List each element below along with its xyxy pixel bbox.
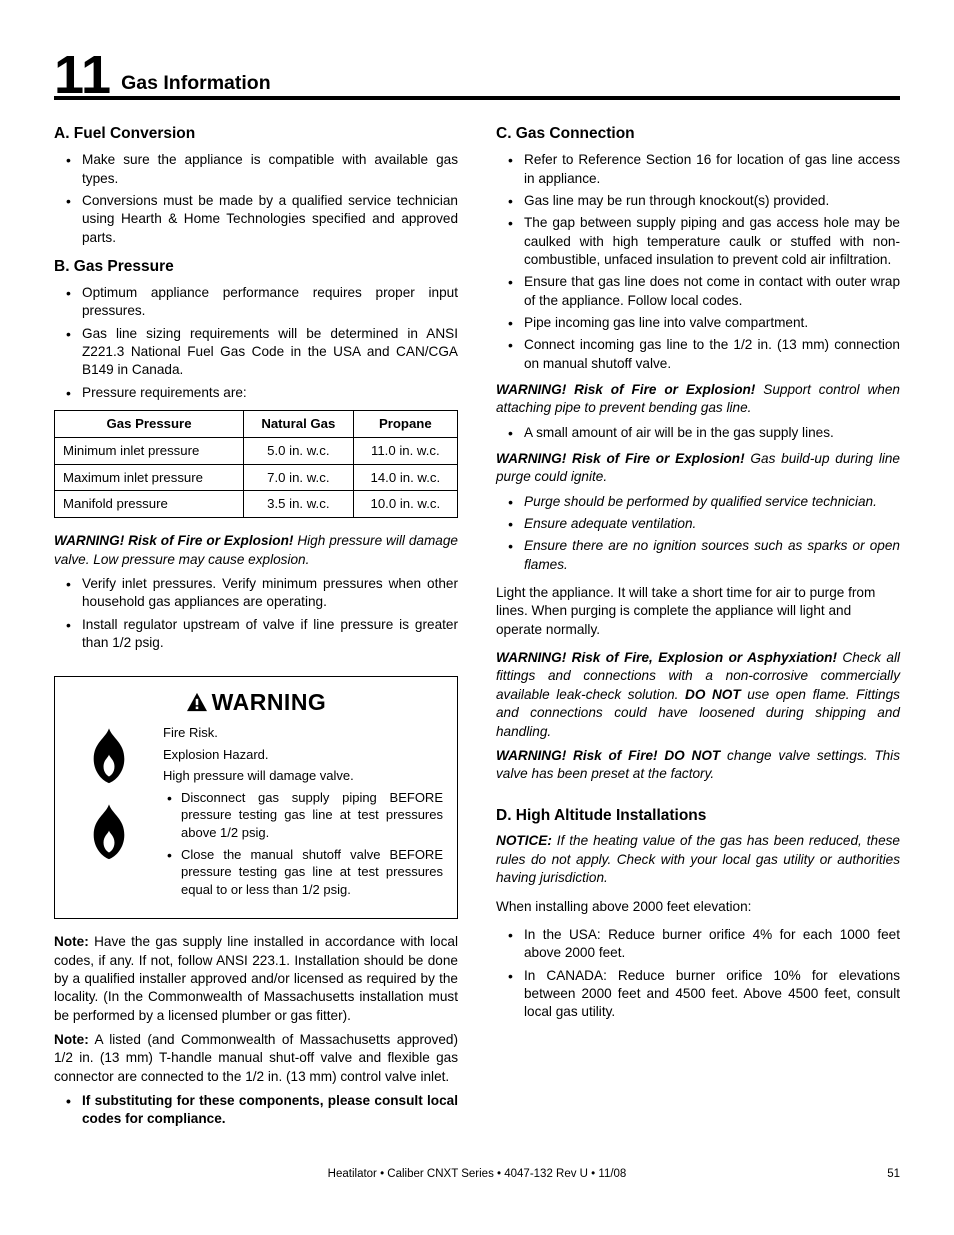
list-item: Disconnect gas supply piping BEFORE pres… [163, 789, 443, 842]
right-column: C. Gas Connection Refer to Reference Sec… [496, 114, 900, 1136]
list-item: If substituting for these components, pl… [54, 1092, 458, 1129]
list-item: Ensure there are no ignition sources suc… [496, 537, 900, 574]
list-item: Close the manual shutoff valve BEFORE pr… [163, 846, 443, 899]
section-number: 11 [54, 54, 111, 97]
note-text: Have the gas supply line installed in ac… [54, 934, 458, 1022]
note-lead: Note: [54, 1032, 89, 1047]
list-item: In the USA: Reduce burner orifice 4% for… [496, 926, 900, 963]
note-paragraph: Note: Have the gas supply line installed… [54, 933, 458, 1025]
table-row: Gas Pressure Natural Gas Propane [55, 410, 458, 437]
warning-lead: WARNING! Risk of Fire, Explosion or Asph… [496, 650, 837, 665]
warn-line: Fire Risk. [163, 724, 443, 742]
notice-lead: NOTICE: [496, 833, 552, 848]
page-footer: Heatilator • Caliber CNXT Series • 4047-… [54, 1167, 900, 1183]
warning-box-head: WARNING [69, 687, 443, 718]
warn-line: Explosion Hazard. [163, 746, 443, 764]
c-bullets: Refer to Reference Section 16 for locati… [496, 151, 900, 373]
flame-icon [69, 724, 149, 794]
do-not: DO NOT [685, 687, 741, 702]
section-header: 11 Gas Information [54, 50, 900, 100]
subheading-b: B. Gas Pressure [54, 257, 458, 278]
flame-icon [69, 800, 149, 870]
warning-lead: WARNING! Risk of Fire or Explosion! [496, 451, 745, 466]
warning-paragraph: WARNING! Risk of Fire, Explosion or Asph… [496, 649, 900, 741]
left-column: A. Fuel Conversion Make sure the applian… [54, 114, 458, 1136]
td: 5.0 in. w.c. [244, 437, 354, 464]
td: Minimum inlet pressure [55, 437, 244, 464]
td: 7.0 in. w.c. [244, 464, 354, 491]
note-text: A listed (and Commonwealth of Massachuse… [54, 1032, 458, 1084]
list-item: Conversions must be made by a qualified … [54, 192, 458, 247]
warning-triangle-icon [186, 692, 208, 712]
section-title: Gas Information [121, 70, 271, 96]
list-item: The gap between supply piping and gas ac… [496, 214, 900, 269]
subheading-c: C. Gas Connection [496, 124, 900, 145]
b-bullets: Optimum appliance performance requires p… [54, 284, 458, 402]
td: Maximum inlet pressure [55, 464, 244, 491]
list-item: Pressure requirements are: [54, 384, 458, 402]
paragraph: Light the appliance. It will take a shor… [496, 584, 900, 639]
two-column-layout: A. Fuel Conversion Make sure the applian… [54, 114, 900, 1136]
warning-lead: WARNING! Risk of Fire or Explosion! [496, 382, 755, 397]
warning-box-text: Fire Risk. Explosion Hazard. High pressu… [163, 724, 443, 906]
a-bullets: Make sure the appliance is compatible wi… [54, 151, 458, 247]
warning-lead: WARNING! Risk of Fire or Explosion! [54, 533, 293, 548]
table-row: Manifold pressure 3.5 in. w.c. 10.0 in. … [55, 491, 458, 518]
d-bullets: In the USA: Reduce burner orifice 4% for… [496, 926, 900, 1022]
warning-box-title: WARNING [212, 689, 327, 715]
td: 14.0 in. w.c. [353, 464, 457, 491]
list-item: Gas line sizing requirements will be det… [54, 325, 458, 380]
list-item: Ensure that gas line does not come in co… [496, 273, 900, 310]
list-item: Optimum appliance performance requires p… [54, 284, 458, 321]
list-item: Ensure adequate ventilation. [496, 515, 900, 533]
warning-lead: WARNING! Risk of Fire! DO NOT [496, 748, 720, 763]
table-row: Maximum inlet pressure 7.0 in. w.c. 14.0… [55, 464, 458, 491]
flame-icons [69, 724, 149, 876]
paragraph: When installing above 2000 feet elevatio… [496, 898, 900, 916]
c-bullets-3: Purge should be performed by qualified s… [496, 493, 900, 574]
th: Propane [353, 410, 457, 437]
list-item: Purge should be performed by qualified s… [496, 493, 900, 511]
list-item: Make sure the appliance is compatible wi… [54, 151, 458, 188]
warning-box-body: Fire Risk. Explosion Hazard. High pressu… [69, 724, 443, 906]
list-item: A small amount of air will be in the gas… [496, 424, 900, 442]
td: 11.0 in. w.c. [353, 437, 457, 464]
substitute-bullet: If substituting for these components, pl… [54, 1092, 458, 1129]
list-item: Gas line may be run through knockout(s) … [496, 192, 900, 210]
warning-paragraph: WARNING! Risk of Fire or Explosion! High… [54, 532, 458, 569]
list-item: Connect incoming gas line to the 1/2 in.… [496, 336, 900, 373]
list-item: Refer to Reference Section 16 for locati… [496, 151, 900, 188]
td: 10.0 in. w.c. [353, 491, 457, 518]
warn-line: High pressure will damage valve. [163, 767, 443, 785]
list-item: Install regulator upstream of valve if l… [54, 616, 458, 653]
warning-box-bullets: Disconnect gas supply piping BEFORE pres… [163, 789, 443, 898]
warning-paragraph: WARNING! Risk of Fire or Explosion! Supp… [496, 381, 900, 418]
td: Manifold pressure [55, 491, 244, 518]
b-bullets-2: Verify inlet pressures. Verify minimum p… [54, 575, 458, 652]
list-item: Pipe incoming gas line into valve compar… [496, 314, 900, 332]
pressure-table: Gas Pressure Natural Gas Propane Minimum… [54, 410, 458, 518]
subheading-d: D. High Altitude Installations [496, 806, 900, 827]
page-number: 51 [887, 1167, 900, 1183]
notice-text: If the heating value of the gas has been… [496, 833, 900, 885]
th: Gas Pressure [55, 410, 244, 437]
notice-paragraph: NOTICE: If the heating value of the gas … [496, 832, 900, 887]
table-row: Minimum inlet pressure 5.0 in. w.c. 11.0… [55, 437, 458, 464]
footer-text: Heatilator • Caliber CNXT Series • 4047-… [328, 1168, 627, 1180]
td: 3.5 in. w.c. [244, 491, 354, 518]
c-bullets-2: A small amount of air will be in the gas… [496, 424, 900, 442]
list-item: In CANADA: Reduce burner orifice 10% for… [496, 967, 900, 1022]
warning-paragraph: WARNING! Risk of Fire or Explosion! Gas … [496, 450, 900, 487]
list-item: Verify inlet pressures. Verify minimum p… [54, 575, 458, 612]
warning-paragraph: WARNING! Risk of Fire! DO NOT change val… [496, 747, 900, 784]
note-lead: Note: [54, 934, 89, 949]
th: Natural Gas [244, 410, 354, 437]
warning-box: WARNING Fire Risk. Explosion Hazard. Hig… [54, 676, 458, 919]
note-paragraph: Note: A listed (and Commonwealth of Mass… [54, 1031, 458, 1086]
subheading-a: A. Fuel Conversion [54, 124, 458, 145]
